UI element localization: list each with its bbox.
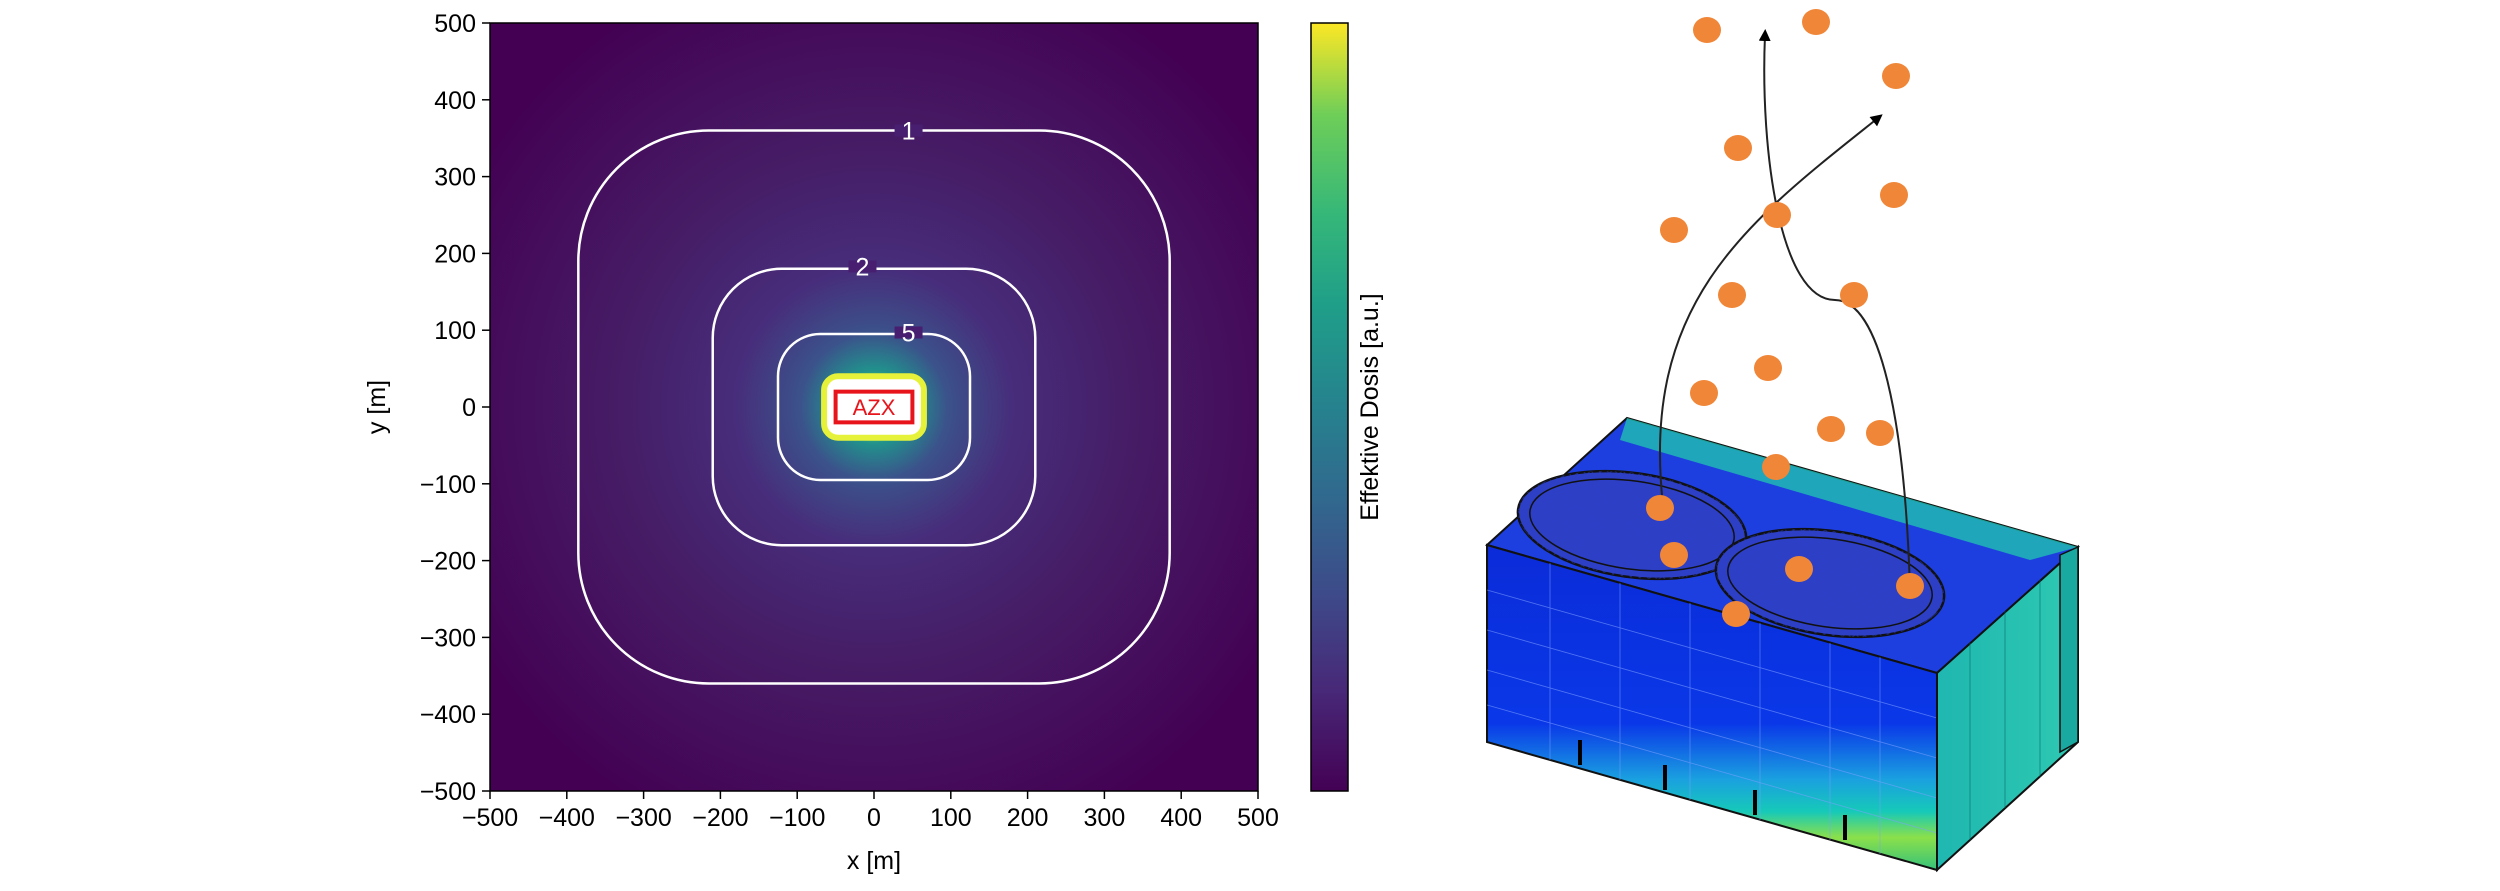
flow-arrow-1 bbox=[1658, 114, 1883, 506]
particle-dot bbox=[1840, 282, 1868, 308]
x-tick-label: 400 bbox=[1160, 804, 1202, 832]
colorbar: Effektive Dosis [a.u.] bbox=[1310, 22, 1384, 792]
x-tick-label: −400 bbox=[539, 804, 595, 832]
contour-lines: 1 2 5 bbox=[577, 118, 1171, 685]
contour-label-1: 1 bbox=[902, 118, 916, 146]
particle-dot bbox=[1882, 63, 1910, 89]
x-axis-label: x [m] bbox=[847, 847, 901, 875]
side-wall-gridlines bbox=[1969, 580, 2041, 840]
particle-dot bbox=[1718, 282, 1746, 308]
y-axis-label: y [m] bbox=[363, 380, 391, 434]
y-axis-ticks: −500 −400 −300 −200 −100 0 100 200 300 400 500 bbox=[420, 10, 490, 806]
dose-heatmap: 1 2 5 AZX −500 −400 −300 −200 −100 0 100 200 300 40… bbox=[363, 10, 1279, 875]
front-wall-gridlines bbox=[1486, 563, 1938, 854]
contour-line-5 bbox=[776, 332, 972, 482]
contour-label-gap-1 bbox=[894, 124, 923, 137]
y-tick-label: −200 bbox=[420, 548, 476, 576]
source-marker: AZX bbox=[821, 373, 927, 441]
source-box bbox=[833, 389, 915, 425]
y-tick-label: 400 bbox=[434, 87, 476, 115]
x-tick-label: −300 bbox=[615, 804, 671, 832]
particle-dot bbox=[1763, 202, 1791, 228]
contour-label-gap-2 bbox=[848, 260, 877, 273]
particle-dot bbox=[1660, 542, 1688, 568]
y-tick-label: −500 bbox=[420, 778, 476, 806]
particle-dot bbox=[1802, 9, 1830, 35]
particle-dot bbox=[1646, 495, 1674, 521]
particle-dot bbox=[1866, 420, 1894, 446]
front-wall-posts bbox=[1578, 740, 1847, 840]
y-tick-label: −400 bbox=[420, 701, 476, 729]
colorbar-gradient bbox=[1310, 22, 1349, 792]
x-tick-label: 200 bbox=[1007, 804, 1049, 832]
y-tick-label: 200 bbox=[434, 240, 476, 268]
x-tick-label: −200 bbox=[692, 804, 748, 832]
particle-dot bbox=[1724, 135, 1752, 161]
x-tick-label: −100 bbox=[769, 804, 825, 832]
particle-dot bbox=[1722, 601, 1750, 627]
contour-line-1 bbox=[577, 129, 1171, 685]
flow-arrow-2 bbox=[1758, 29, 1911, 591]
tank-right-mesh bbox=[1715, 529, 1945, 637]
tank-right-rim bbox=[1727, 536, 1933, 630]
particle-dot bbox=[1690, 380, 1718, 406]
roof-outer-ring bbox=[1620, 418, 2078, 560]
particle-dot bbox=[1754, 355, 1782, 381]
tank-left-rim bbox=[1529, 478, 1735, 572]
particle-dot bbox=[1762, 454, 1790, 480]
colorbar-label: Effektive Dosis [a.u.] bbox=[1356, 293, 1384, 520]
y-tick-label: 0 bbox=[462, 394, 476, 422]
contour-label-2: 2 bbox=[856, 253, 870, 281]
annex-block bbox=[2059, 545, 2079, 754]
y-tick-label: 500 bbox=[434, 10, 476, 38]
y-tick-label: 100 bbox=[434, 317, 476, 345]
contour-label-5: 5 bbox=[902, 320, 916, 348]
particle-dot bbox=[1880, 182, 1908, 208]
particle-dot bbox=[1817, 416, 1845, 442]
x-tick-label: −500 bbox=[462, 804, 518, 832]
building-illustration bbox=[1484, 9, 2081, 873]
x-tick-label: 500 bbox=[1237, 804, 1279, 832]
y-tick-label: −100 bbox=[420, 471, 476, 499]
particle-dot bbox=[1896, 573, 1924, 599]
source-label: AZX bbox=[853, 395, 896, 420]
particles bbox=[1646, 9, 1924, 627]
particle-dot bbox=[1785, 556, 1813, 582]
x-tick-label: 100 bbox=[930, 804, 972, 832]
y-tick-label: 300 bbox=[434, 164, 476, 192]
tank-left-mesh bbox=[1517, 471, 1747, 579]
contour-label-gap-5 bbox=[894, 326, 923, 339]
x-tick-label: 0 bbox=[867, 804, 881, 832]
x-axis-ticks: −500 −400 −300 −200 −100 0 100 200 300 400 500 bbox=[462, 791, 1279, 832]
x-tick-label: 300 bbox=[1084, 804, 1126, 832]
particle-dot bbox=[1660, 217, 1688, 243]
particle-dot bbox=[1693, 17, 1721, 43]
y-tick-label: −300 bbox=[420, 624, 476, 652]
